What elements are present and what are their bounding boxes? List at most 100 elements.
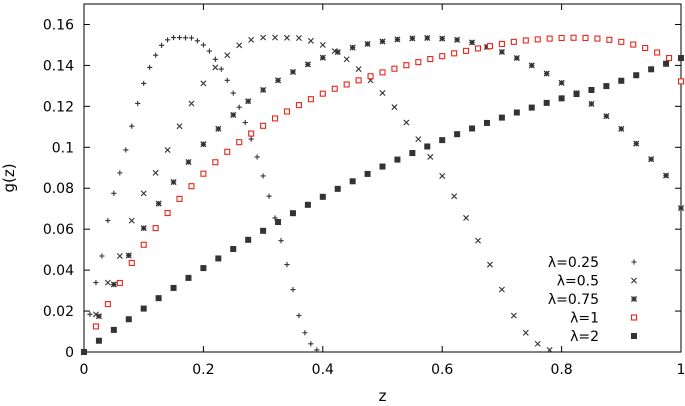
series-1: [81, 34, 553, 355]
data-point: [394, 156, 401, 163]
data-point: [128, 217, 135, 224]
data-point: [170, 284, 177, 291]
data-point: [654, 49, 661, 56]
data-point: [642, 44, 649, 52]
y-tick-label: 0.14: [43, 58, 74, 74]
data-point: [185, 158, 192, 166]
data-point: [260, 86, 267, 94]
data-point: [155, 295, 162, 302]
data-point: [110, 326, 117, 333]
data-point: [188, 35, 195, 41]
data-point: [176, 34, 183, 41]
data-point: [95, 337, 102, 344]
data-point: [594, 35, 601, 42]
data-point: [128, 259, 135, 267]
data-point: [224, 52, 231, 59]
data-point: [439, 137, 446, 144]
data-point: [510, 38, 517, 45]
series-0: [81, 34, 320, 355]
series-3: [80, 34, 685, 356]
x-axis-label: z: [379, 387, 387, 405]
series-4: [81, 55, 684, 355]
y-tick-label: 0.16: [43, 17, 74, 33]
data-point: [200, 141, 207, 148]
data-point: [409, 150, 416, 157]
data-point: [486, 261, 493, 268]
data-point: [468, 39, 476, 46]
legend-marker: [631, 277, 637, 284]
data-point: [439, 53, 446, 60]
data-point: [451, 50, 458, 57]
data-point: [498, 114, 505, 121]
x-tick-label: 0.8: [550, 362, 572, 378]
data-point: [110, 281, 117, 288]
data-point: [666, 54, 673, 62]
data-point: [510, 312, 517, 319]
data-point: [230, 111, 237, 119]
data-point: [260, 173, 266, 179]
data-point: [111, 190, 117, 196]
data-point: [92, 323, 99, 330]
data-point: [135, 100, 141, 107]
legend-label: λ=0.5: [557, 274, 599, 290]
data-point: [319, 54, 326, 61]
data-point: [588, 100, 595, 107]
data-point: [290, 286, 296, 293]
data-point: [403, 119, 410, 126]
data-point: [307, 96, 314, 103]
data-point: [355, 66, 362, 73]
data-point: [105, 217, 111, 224]
y-tick-label: 0.08: [43, 181, 74, 197]
x-axis: 0 0.2 0.4 0.6 0.8 1: [80, 4, 685, 378]
data-point: [677, 205, 685, 212]
data-point: [663, 60, 670, 67]
data-point: [319, 193, 326, 200]
data-point: [93, 280, 99, 286]
data-point: [215, 255, 222, 262]
plot-frame: [83, 3, 682, 353]
data-point: [215, 125, 222, 132]
data-point: [260, 34, 267, 41]
data-point: [224, 148, 231, 155]
data-point: [283, 108, 291, 115]
data-point: [343, 56, 350, 63]
data-point: [588, 86, 595, 93]
data-point: [230, 246, 237, 253]
data-point: [486, 43, 494, 50]
data-point: [528, 104, 535, 111]
data-point: [463, 47, 470, 54]
data-point: [104, 301, 111, 308]
data-point: [176, 123, 183, 130]
data-point: [546, 346, 553, 353]
data-point: [454, 131, 461, 138]
data-point: [164, 209, 171, 217]
data-point: [140, 241, 147, 248]
series-2: [80, 34, 685, 356]
data-point: [200, 80, 207, 87]
data-point: [242, 119, 248, 126]
legend-label: λ=0.75: [548, 292, 599, 308]
legend-marker: [631, 259, 637, 265]
legend-label: λ=1: [570, 311, 599, 327]
data-point: [129, 123, 135, 129]
data-point: [498, 48, 505, 55]
x-tick-label: 0.4: [312, 362, 334, 378]
data-point: [415, 59, 422, 66]
data-point: [451, 193, 458, 200]
data-point: [343, 81, 350, 88]
data-point: [391, 104, 398, 111]
data-point: [295, 102, 302, 109]
legend-label: λ=0.25: [548, 255, 599, 271]
data-point: [125, 252, 132, 259]
y-tick-label: 0.1: [52, 140, 74, 156]
data-point: [379, 69, 386, 76]
data-point: [633, 72, 640, 79]
data-point: [355, 77, 362, 84]
data-point: [603, 83, 610, 90]
data-point: [543, 99, 550, 106]
data-point: [212, 64, 219, 71]
data-point: [454, 36, 461, 43]
data-point: [513, 109, 520, 116]
data-point: [543, 70, 550, 77]
data-point: [558, 95, 565, 102]
